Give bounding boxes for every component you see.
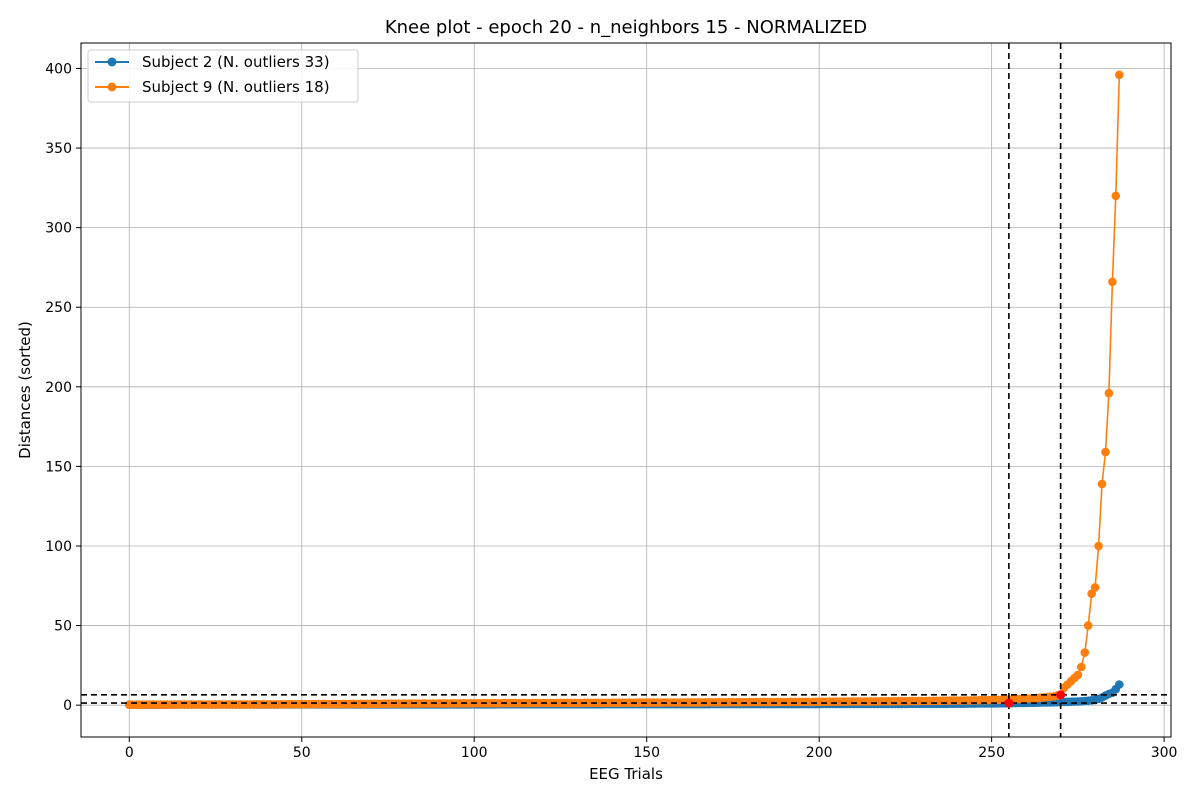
x-tick-label: 150: [633, 745, 660, 761]
y-tick-label: 300: [45, 221, 72, 237]
data-point: [1104, 388, 1114, 398]
legend-box: [87, 49, 359, 103]
plot-frame: [80, 42, 1172, 738]
y-axis-label: Distances (sorted): [16, 321, 34, 459]
y-tick-label: 150: [45, 459, 72, 475]
data-point: [1111, 191, 1121, 201]
reference-lines: [81, 43, 1171, 737]
knee-point: [1004, 698, 1014, 708]
legend-label-subject-9: Subject 9 (N. outliers 18): [142, 78, 330, 96]
grid-lines: [81, 43, 1171, 737]
data-point: [1083, 621, 1093, 630]
data-point: [1101, 447, 1110, 457]
x-tick-label: 100: [461, 745, 488, 761]
y-tick-label: 0: [63, 698, 72, 714]
y-tick-label: 200: [45, 380, 72, 396]
y-tick-label: 350: [45, 141, 72, 157]
legend: Subject 2 (N. outliers 33) Subject 9 (N.…: [87, 49, 359, 103]
x-tick-label: 300: [1151, 745, 1178, 761]
y-tick-label: 100: [45, 539, 72, 555]
knee-point: [1056, 690, 1066, 700]
x-tick-label: 250: [978, 745, 1005, 761]
data-point: [1077, 662, 1086, 672]
data-point: [1097, 479, 1107, 489]
data-point: [1108, 277, 1117, 287]
data-point: [1094, 541, 1103, 551]
legend-label-subject-2: Subject 2 (N. outliers 33): [142, 53, 330, 71]
data-point: [1090, 583, 1100, 592]
data-point: [1073, 670, 1083, 680]
x-axis-label: EEG Trials: [589, 765, 663, 783]
axis-ticks: 0 50 100 150 200 250 300 0 50 100 150 200 250 300 350 4…: [45, 61, 1177, 761]
chart-title: Knee plot - epoch 20 - n_neighbors 15 - …: [385, 17, 867, 38]
legend-marker-subject-9: [107, 82, 117, 92]
x-tick-label: 50: [293, 745, 311, 761]
y-tick-label: 400: [45, 61, 72, 77]
data-point: [1115, 680, 1124, 689]
legend-marker-subject-2: [107, 57, 117, 67]
data-point: [1080, 648, 1090, 657]
data-point: [1087, 589, 1096, 598]
x-tick-label: 200: [806, 745, 833, 761]
x-tick-label: 0: [125, 745, 134, 761]
data-point: [1115, 70, 1124, 80]
y-tick-label: 250: [45, 300, 72, 316]
y-tick-label: 50: [54, 619, 72, 635]
